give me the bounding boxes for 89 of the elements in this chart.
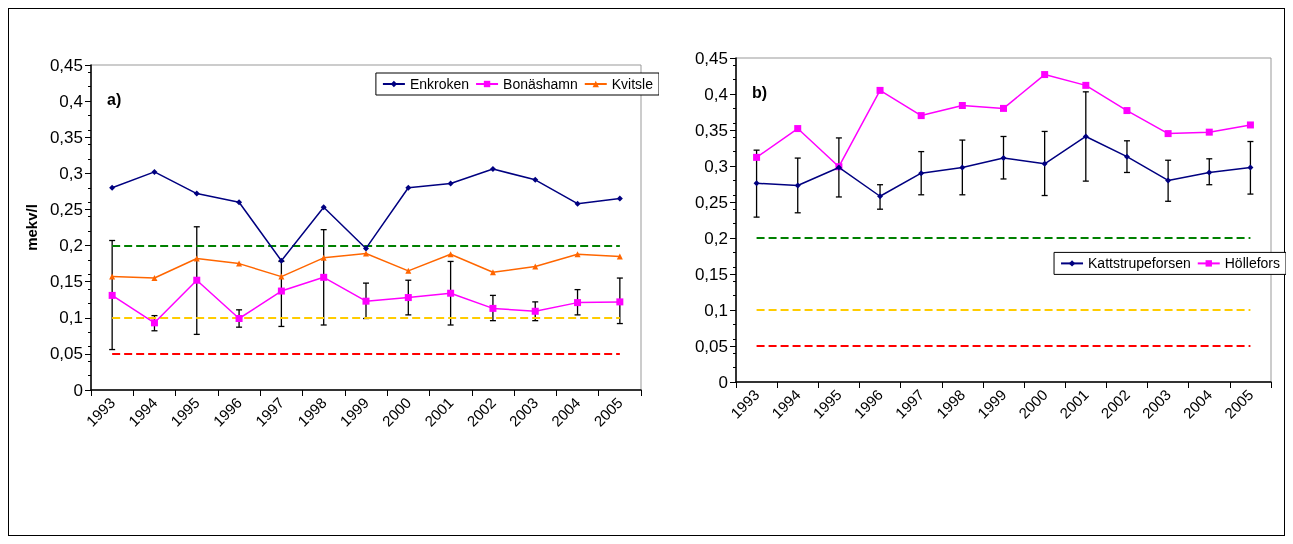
point <box>236 260 243 267</box>
point <box>958 102 966 110</box>
point <box>405 184 412 191</box>
point <box>363 250 369 257</box>
point <box>447 180 454 187</box>
point <box>1082 133 1089 140</box>
point <box>1123 153 1130 160</box>
point <box>574 251 581 258</box>
point <box>447 289 455 297</box>
point <box>532 176 539 183</box>
point <box>193 276 201 284</box>
point <box>151 168 158 175</box>
legend-label: Bonäshamn <box>503 76 578 92</box>
point <box>108 291 116 299</box>
point <box>193 255 200 262</box>
point <box>918 170 925 177</box>
point <box>278 273 285 280</box>
y-tick-label: 0 <box>73 380 83 400</box>
point <box>236 199 243 206</box>
point <box>876 86 884 94</box>
point <box>1123 107 1131 115</box>
point <box>1165 177 1172 184</box>
point <box>489 304 497 312</box>
point <box>489 269 496 276</box>
point <box>1041 71 1049 79</box>
point <box>320 254 327 261</box>
point <box>404 294 412 302</box>
point <box>109 184 116 191</box>
y-tick-label: 0,3 <box>704 156 728 176</box>
y-tick-label: 0,3 <box>59 163 83 183</box>
point <box>1082 81 1090 89</box>
point <box>320 204 327 211</box>
y-tick-label: 0,4 <box>704 84 728 104</box>
y-tick-label: 0,35 <box>694 120 728 140</box>
point <box>532 263 539 270</box>
y-tick-label: 0,15 <box>49 272 83 292</box>
annotation: b) <box>752 83 768 101</box>
annotation: a) <box>107 90 122 108</box>
point <box>574 299 582 307</box>
y-tick-label: 0,4 <box>59 91 83 111</box>
point <box>574 200 581 207</box>
y-tick-label: 0,2 <box>704 228 728 248</box>
y-tick-label: 0,1 <box>59 308 83 328</box>
point <box>1206 169 1213 176</box>
y-tick-label: 0,35 <box>49 127 83 147</box>
legend-label: Kattstrupeforsen <box>1088 255 1191 272</box>
point <box>320 273 328 281</box>
legend-label: Höllefors <box>1224 255 1281 272</box>
point <box>489 166 496 172</box>
point <box>1164 130 1172 138</box>
point <box>794 182 801 189</box>
legend-label: Kvitsle <box>611 76 654 92</box>
y-tick-label: 0,2 <box>59 236 83 256</box>
y-tick-label: 0,15 <box>694 264 728 284</box>
point <box>1246 121 1254 129</box>
point <box>616 195 623 202</box>
point <box>277 287 285 295</box>
point <box>794 125 802 133</box>
point <box>917 112 925 120</box>
point <box>363 245 369 252</box>
point <box>753 153 761 161</box>
y-tick-label: 0 <box>718 372 728 392</box>
point <box>151 275 158 282</box>
y-tick-label: 0,25 <box>49 199 83 219</box>
y-tick-label: 0,1 <box>704 300 728 320</box>
point <box>362 297 370 305</box>
y-tick-label: 0,05 <box>694 336 728 356</box>
point <box>531 307 539 315</box>
point <box>193 190 200 197</box>
y-tick-label: 0,45 <box>49 55 83 75</box>
point <box>1000 104 1007 112</box>
point <box>877 193 884 200</box>
y-axis-title: mekv/l <box>23 204 41 251</box>
point <box>150 319 158 327</box>
point <box>753 180 760 187</box>
point <box>447 251 454 258</box>
point <box>1000 155 1007 162</box>
point <box>616 298 624 306</box>
point <box>1247 164 1254 171</box>
y-tick-label: 0,45 <box>694 48 728 68</box>
point <box>405 267 412 274</box>
legend-label: Enkroken <box>409 76 470 92</box>
point <box>109 273 116 280</box>
point <box>235 315 243 322</box>
point <box>1205 128 1213 136</box>
point <box>959 164 966 171</box>
y-tick-label: 0,25 <box>694 192 728 212</box>
point <box>1041 160 1048 167</box>
y-tick-label: 0,05 <box>49 344 83 364</box>
